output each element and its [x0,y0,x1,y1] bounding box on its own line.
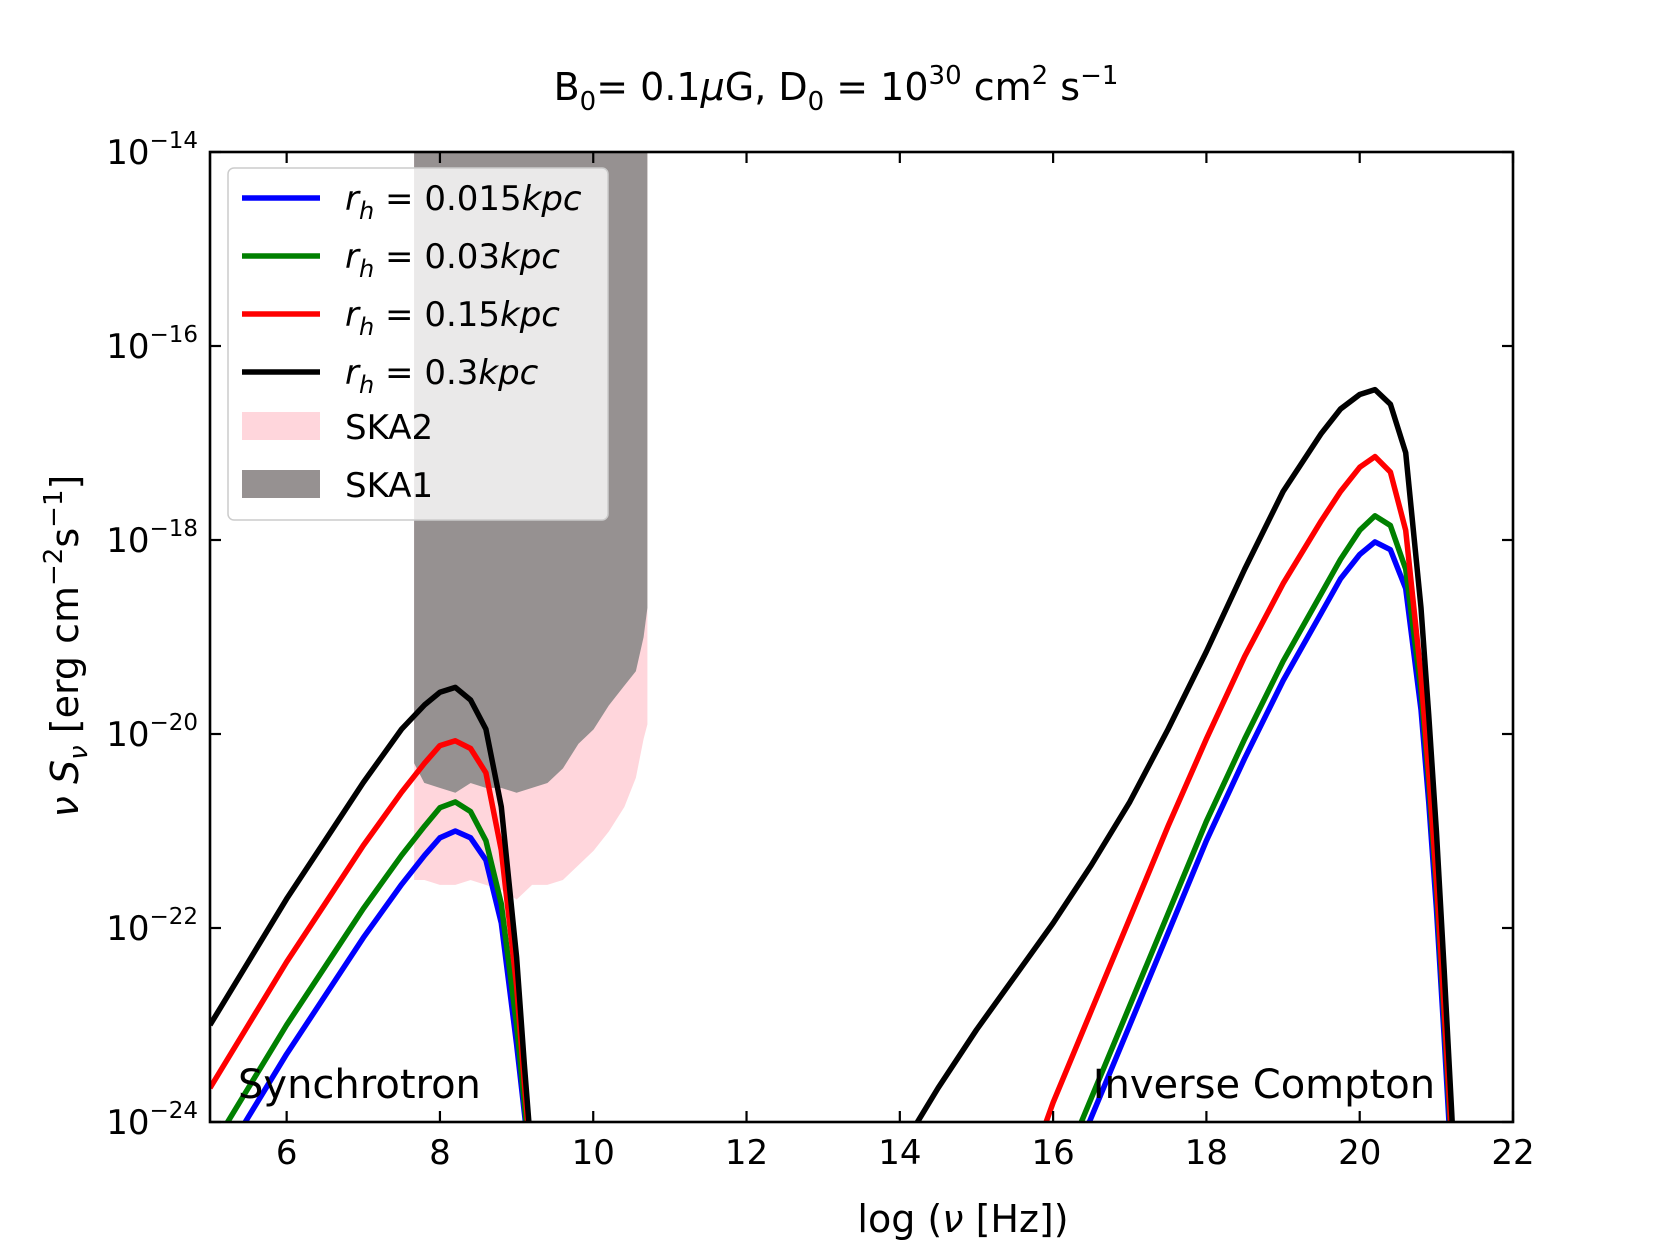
ylabel-space [43,784,87,796]
x-tick-label: 22 [1491,1133,1534,1173]
annotation-inverse-compton: Inverse Compton [1093,1062,1435,1108]
title-cm-exp: 2 [1032,61,1049,91]
ylabel-s-exp: −1 [39,490,69,528]
y-tick-base: 10 [106,715,149,755]
legend-value: 0.3 [424,353,478,393]
title-b-unit: G, D [725,65,808,109]
y-tick-base: 10 [106,521,149,561]
legend-r: r [345,179,361,219]
legend-value: 0.15 [424,295,500,335]
ylabel-open: [erg cm [43,586,87,745]
y-tick-label: 10−24 [106,1098,198,1143]
x-axis-ticks: 6 8 10 12 14 16 18 20 22 [276,152,1535,1173]
y-tick-label: 10−22 [106,904,198,949]
legend-eq: = [374,179,424,219]
legend-r-sub: h [359,371,374,399]
legend-eq: = [374,353,424,393]
legend-value: 0.03 [424,237,500,277]
x-tick-label: 12 [725,1133,768,1173]
legend-r-sub: h [359,313,374,341]
ylabel-s-part: s [43,528,87,548]
legend-label-rh_0.03: rh = 0.03kpc [345,237,560,283]
y-tick-base: 10 [106,1103,149,1143]
x-tick-label: 18 [1185,1133,1228,1173]
ylabel-s: S [43,760,87,784]
xlabel-pre: log ( [857,1197,942,1241]
x-tick-label: 16 [1031,1133,1074,1173]
series-rh_0.03-inverse-compton [1078,513,1453,1122]
y-axis-label: ν Sν [erg cm−2s−1] [39,475,94,818]
legend-label-ska1: SKA1 [345,466,433,506]
legend-unit: kpc [500,295,560,335]
plot-frame [208,150,1515,1124]
legend-swatch-ska1 [242,470,320,498]
y-tick-base: 10 [106,909,149,949]
ylabel-s-sub: ν [64,745,94,760]
legend-unit: kpc [478,353,538,393]
y-tick-exponent: −18 [149,516,198,542]
y-tick-exponent: −22 [149,904,198,930]
y-tick-label: 10−20 [106,710,198,755]
series-rh_0.15-inverse-compton [1043,453,1454,1122]
y-tick-base: 10 [106,327,149,367]
y-tick-exponent: −24 [149,1098,198,1124]
x-tick-label: 6 [276,1133,298,1173]
title-b-sub: 0 [580,87,597,117]
legend-unit: kpc [500,237,560,277]
series-layer [210,386,1455,1122]
title-b: B [554,65,580,109]
title-s-exp: −1 [1080,61,1118,91]
legend-r: r [345,237,361,277]
y-tick-exponent: −20 [149,710,198,736]
y-tick-label: 10−16 [106,322,198,367]
legend-r-sub: h [359,255,374,283]
legend-r: r [345,295,361,335]
legend-r: r [345,353,361,393]
title-s: s [1048,65,1080,109]
title-d-exp: 30 [929,61,962,91]
annotations: Synchrotron Inverse Compton [238,1062,1435,1108]
title-d-eq: = 10 [824,65,928,109]
annotation-synchrotron: Synchrotron [238,1062,481,1108]
title-d-sub: 0 [808,87,825,117]
chart-title: B0= 0.1μG, D0 = 1030 cm2 s−1 [554,61,1119,117]
series-rh_0.3-synchrotron [210,684,532,1122]
legend-box [227,167,609,521]
xlabel-post: [Hz]) [964,1197,1069,1241]
x-tick-label: 10 [572,1133,615,1173]
ylabel-close: ] [43,475,87,490]
series-rh_0.3-inverse-compton [914,386,1455,1122]
xlabel-nu: ν [942,1197,963,1241]
title-b-value: = 0.1 [596,65,700,109]
x-tick-label: 20 [1338,1133,1381,1173]
title-mu: μ [700,65,725,109]
x-tick-label: 8 [429,1133,451,1173]
series-rh_0.015-inverse-compton [1086,539,1452,1122]
legend-label-ska2: SKA2 [345,408,433,448]
y-tick-base: 10 [106,133,149,173]
legend-unit: kpc [522,179,582,219]
y-tick-label: 10−14 [106,128,198,173]
ylabel-nu: ν [43,796,87,817]
y-tick-exponent: −16 [149,322,198,348]
legend-label-rh_0.015: rh = 0.015kpc [345,179,582,225]
x-tick-label: 14 [878,1133,921,1173]
y-tick-label: 10−18 [106,516,198,561]
legend-label-rh_0.15: rh = 0.15kpc [345,295,560,341]
legend-eq: = [374,295,424,335]
ylabel-cm-exp: −2 [39,548,69,586]
title-d-unit: cm [962,65,1032,109]
legend-label-rh_0.3: rh = 0.3kpc [345,353,539,399]
legend-r-sub: h [359,197,374,225]
series-rh_0.03-synchrotron [224,799,529,1122]
legend-value: 0.015 [424,179,521,219]
x-axis-label: log (ν [Hz]) [857,1197,1068,1241]
legend-swatch-ska2 [242,412,320,440]
y-tick-exponent: −14 [149,128,198,154]
legend-eq: = [374,237,424,277]
